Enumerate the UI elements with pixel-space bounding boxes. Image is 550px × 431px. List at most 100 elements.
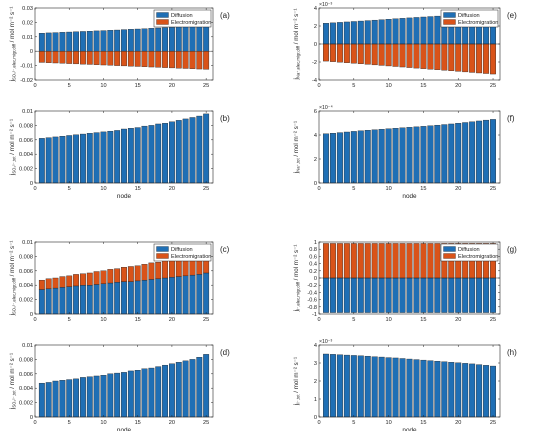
bar-b-total-9 <box>93 132 100 184</box>
bar-f-total-13 <box>406 127 413 184</box>
bar-b-total-20 <box>169 121 175 184</box>
bar-e-electromigration-12 <box>399 43 406 68</box>
x-tick-label: 10 <box>385 317 391 323</box>
bar-a-diffusion-9 <box>93 30 100 52</box>
bar-e-electromigration-24 <box>483 43 490 74</box>
x-axis-label: node <box>117 427 132 431</box>
bar-a-diffusion-13 <box>121 29 127 52</box>
bar-g-diffusion-22 <box>469 277 476 313</box>
bar-d-total-23 <box>189 359 196 418</box>
legend-label-diffusion: Diffusion <box>458 13 480 19</box>
bar-h-total-10 <box>385 357 392 418</box>
y-tick-label: 0 <box>30 181 33 187</box>
bar-d-total-15 <box>134 370 141 418</box>
bar-g-electromigration-15 <box>420 243 427 279</box>
bar-d-total-19 <box>162 364 168 418</box>
x-tick-label: 5 <box>68 420 71 426</box>
x-tick-label: 15 <box>135 317 141 323</box>
bar-f-total-5 <box>350 131 357 184</box>
bar-h-total-16 <box>427 360 434 418</box>
y-tick-label: 0 <box>30 49 33 55</box>
bar-f-total-25 <box>490 119 496 184</box>
bar-f-total-1 <box>323 133 329 184</box>
bar-g-electromigration-3 <box>336 243 343 279</box>
bar-c-diffusion-14 <box>127 281 134 315</box>
y-tick-label: -0.8 <box>307 305 317 311</box>
bar-h-total-25 <box>490 365 496 418</box>
y-axis-label: jSO₄²⁻,elec,migr,diff / mol m⁻² s⁻¹ <box>9 7 17 83</box>
bar-d-total-20 <box>169 363 175 418</box>
bar-c-electromigration-5 <box>66 275 73 287</box>
bar-a-diffusion-23 <box>189 25 196 52</box>
bar-h-total-2 <box>329 354 336 418</box>
bar-c-electromigration-10 <box>100 270 107 284</box>
x-tick-label: 0 <box>317 83 320 89</box>
panel-label: (f) <box>507 114 515 123</box>
bar-e-electromigration-19 <box>448 43 455 71</box>
bar-g-diffusion-18 <box>441 277 448 313</box>
bar-h-total-7 <box>364 355 371 418</box>
bar-f-total-12 <box>399 127 406 184</box>
y-tick-label: 0 <box>314 181 317 187</box>
x-tick-label: 20 <box>169 420 175 426</box>
bar-b-total-4 <box>59 136 66 184</box>
bar-g-electromigration-6 <box>357 243 364 279</box>
bar-c-diffusion-1 <box>38 289 45 315</box>
bar-a-electromigration-20 <box>169 51 175 69</box>
y-tick-label: -0.02 <box>20 78 33 84</box>
chart-panel-h: 0 1 2 3 4 0 5 10 15 20 25 node jI⁻,tot / mol m⁻² s⁻¹… <box>293 339 517 431</box>
bar-f-total-9 <box>378 129 385 184</box>
bar-e-electromigration-4 <box>343 43 350 63</box>
bar-a-diffusion-14 <box>127 29 134 52</box>
y-tick-label: 0.006 <box>19 372 33 378</box>
bar-a-diffusion-8 <box>86 31 93 52</box>
bar-f-total-3 <box>336 132 343 184</box>
y-tick-label: 0.004 <box>19 152 33 158</box>
chart-panel-d: 0 0.002 0.004 0.006 0.008 0.01 0 5 10 15 20 25 node j… <box>9 343 230 431</box>
panel-label: (c) <box>220 245 230 254</box>
bar-f-total-23 <box>476 120 483 184</box>
bar-a-electromigration-13 <box>121 51 127 67</box>
legend-swatch-electromigration <box>443 253 456 259</box>
x-tick-label: 15 <box>420 186 426 192</box>
bar-e-electromigration-18 <box>441 43 448 71</box>
bar-f-total-17 <box>434 124 441 184</box>
panel-label: (b) <box>220 114 230 123</box>
bar-a-electromigration-1 <box>38 51 45 63</box>
bar-g-diffusion-8 <box>371 277 378 313</box>
y-tick-label: 0.8 <box>309 247 317 253</box>
axes-box <box>34 344 214 418</box>
bar-e-diffusion-5 <box>350 21 357 45</box>
x-tick-label: 0 <box>33 83 36 89</box>
bar-c-electromigration-8 <box>86 272 93 286</box>
x-tick-label: 0 <box>317 317 320 323</box>
bar-c-diffusion-7 <box>80 285 86 315</box>
bar-a-diffusion-24 <box>196 25 203 52</box>
axis-exponent: ×10⁻³ <box>319 2 333 8</box>
bar-c-diffusion-3 <box>52 287 59 315</box>
x-tick-label: 25 <box>490 186 496 192</box>
bar-a-diffusion-6 <box>73 31 79 52</box>
bar-b-total-24 <box>196 115 203 184</box>
bar-h-total-21 <box>462 363 469 418</box>
legend-label-electromigration: Electromigration <box>171 20 211 26</box>
bar-h-total-23 <box>476 364 483 418</box>
bar-e-diffusion-13 <box>406 17 413 45</box>
y-tick-label: 0.01 <box>22 240 33 246</box>
bar-c-diffusion-11 <box>107 282 114 315</box>
legend-label-diffusion: Diffusion <box>171 13 193 19</box>
x-tick-label: 10 <box>385 420 391 426</box>
bar-e-diffusion-4 <box>343 21 350 45</box>
bar-f-total-22 <box>469 121 476 184</box>
bar-a-electromigration-4 <box>59 51 66 64</box>
bar-a-diffusion-21 <box>175 26 182 52</box>
bar-c-diffusion-24 <box>196 274 203 315</box>
bar-e-electromigration-22 <box>469 43 476 73</box>
bar-c-electromigration-15 <box>134 265 141 282</box>
bar-e-electromigration-3 <box>336 43 343 63</box>
bar-c-diffusion-20 <box>169 277 175 315</box>
bar-a-diffusion-17 <box>148 28 155 52</box>
bar-e-diffusion-17 <box>434 15 441 45</box>
bar-c-electromigration-21 <box>175 258 182 277</box>
bar-e-electromigration-6 <box>357 43 364 64</box>
